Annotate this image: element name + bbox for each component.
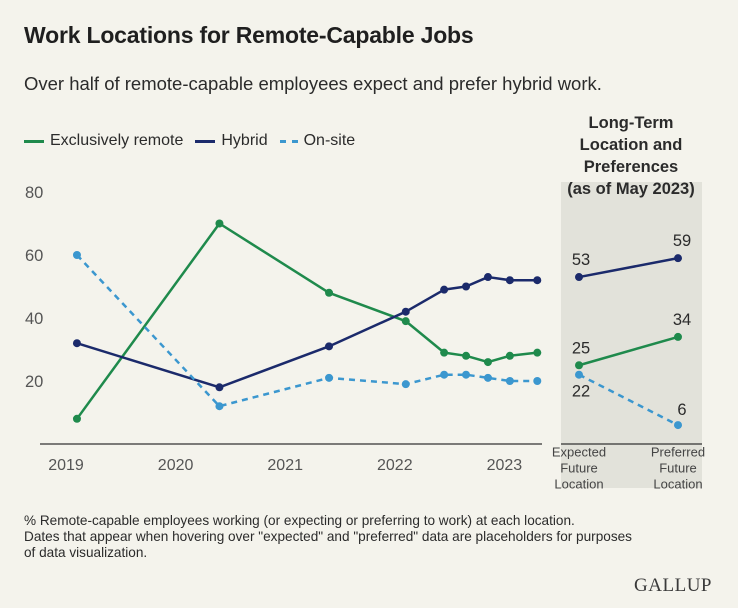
chart-title: Work Locations for Remote-Capable Jobs bbox=[24, 22, 474, 48]
chart-subtitle: Over half of remote-capable employees ex… bbox=[24, 73, 602, 94]
data-point-exclusively-remote-8 bbox=[533, 348, 542, 357]
panel-title-line-4: (as of May 2023) bbox=[567, 180, 695, 198]
y-tick-label-80: 80 bbox=[25, 184, 43, 202]
panel-category-label-0-2: Location bbox=[554, 477, 603, 492]
data-point-exclusively-remote-6 bbox=[483, 358, 492, 367]
data-point-hybrid-5 bbox=[462, 282, 471, 291]
footnote: % Remote-capable employees working (or e… bbox=[24, 513, 724, 561]
data-point-exclusively-remote-3 bbox=[401, 317, 410, 326]
data-point-on-site-2 bbox=[325, 373, 334, 382]
series-line-hybrid bbox=[76, 275, 538, 389]
panel-point-hybrid-0 bbox=[575, 273, 583, 282]
panel-category-label-1-1: Future bbox=[659, 461, 697, 476]
data-point-on-site-7 bbox=[505, 377, 514, 385]
panel-title-line-2: Location and bbox=[579, 136, 683, 154]
panel-value-label-hybrid-0: 53 bbox=[572, 251, 590, 269]
data-point-on-site-4 bbox=[440, 370, 449, 379]
panel-line-exclusively-remote bbox=[578, 335, 679, 367]
legend: Exclusively remote Hybrid On-site bbox=[24, 132, 367, 150]
panel-category-label-0-1: Future bbox=[560, 461, 598, 476]
legend-label-remote: Exclusively remote bbox=[50, 132, 184, 149]
x-tick-label-2020: 2020 bbox=[158, 457, 194, 474]
panel-title-line-3: Preferences bbox=[583, 158, 679, 176]
data-point-hybrid-7 bbox=[505, 276, 514, 285]
data-point-exclusively-remote-2 bbox=[325, 288, 334, 297]
panel-category-label-1-0: Preferred bbox=[651, 445, 705, 460]
panel-point-hybrid-1 bbox=[674, 254, 682, 263]
data-point-on-site-3 bbox=[401, 380, 410, 389]
legend-swatch-remote bbox=[24, 139, 44, 143]
data-point-hybrid-4 bbox=[440, 285, 449, 294]
data-point-on-site-5 bbox=[462, 370, 471, 379]
data-point-hybrid-0 bbox=[72, 339, 81, 348]
series-line-on-site bbox=[76, 254, 538, 408]
data-point-hybrid-1 bbox=[215, 383, 224, 392]
x-tick-label-2019: 2019 bbox=[48, 457, 84, 474]
panel-line-on-site bbox=[578, 373, 679, 427]
legend-swatch-onsite bbox=[279, 139, 298, 143]
data-point-hybrid-3 bbox=[401, 307, 410, 316]
data-point-exclusively-remote-4 bbox=[440, 348, 449, 357]
panel-point-on-site-0 bbox=[575, 370, 583, 379]
series-line-exclusively-remote bbox=[75, 222, 538, 420]
data-point-on-site-1 bbox=[215, 402, 224, 411]
data-point-hybrid-2 bbox=[325, 342, 334, 351]
data-point-on-site-8 bbox=[533, 377, 542, 385]
legend-item-onsite[interactable]: On-site bbox=[279, 132, 356, 150]
footnote-line-2: Dates that appear when hovering over "ex… bbox=[24, 529, 632, 544]
gallup-logo: GALLUP bbox=[634, 575, 712, 596]
data-point-exclusively-remote-0 bbox=[72, 414, 81, 423]
data-point-exclusively-remote-7 bbox=[505, 351, 514, 360]
panel-value-label-on-site-1: 6 bbox=[677, 401, 686, 419]
legend-label-hybrid: Hybrid bbox=[221, 132, 268, 149]
panel-point-exclusively-remote-0 bbox=[575, 361, 583, 370]
panel-value-label-exclusively-remote-1: 34 bbox=[673, 311, 691, 329]
panel-category-label-0-0: Expected bbox=[552, 445, 606, 460]
x-tick-label-2021: 2021 bbox=[267, 457, 303, 474]
panel-category-label-1-2: Location bbox=[653, 477, 702, 492]
panel-point-exclusively-remote-1 bbox=[674, 332, 682, 341]
y-tick-label-60: 60 bbox=[25, 247, 43, 265]
panel-value-label-hybrid-1: 59 bbox=[673, 232, 691, 250]
data-point-exclusively-remote-1 bbox=[215, 219, 224, 228]
panel-point-on-site-1 bbox=[674, 421, 682, 430]
legend-swatch-hybrid bbox=[195, 139, 216, 143]
panel-title-line-1: Long-Term bbox=[588, 114, 674, 132]
data-point-hybrid-6 bbox=[483, 273, 492, 282]
panel-title: Long-Term Location and Preferences (as o… bbox=[560, 112, 702, 200]
footnote-line-1: % Remote-capable employees working (or e… bbox=[24, 513, 575, 528]
legend-item-remote[interactable]: Exclusively remote bbox=[24, 132, 183, 150]
x-tick-label-2022: 2022 bbox=[377, 457, 413, 474]
legend-label-onsite: On-site bbox=[303, 132, 356, 149]
data-point-on-site-6 bbox=[483, 373, 492, 382]
data-point-on-site-0 bbox=[72, 251, 81, 259]
panel-line-hybrid bbox=[578, 256, 679, 279]
panel-value-label-exclusively-remote-0: 25 bbox=[572, 339, 590, 357]
panel-value-label-on-site-0: 22 bbox=[572, 383, 590, 401]
data-point-exclusively-remote-5 bbox=[462, 351, 471, 360]
y-tick-label-20: 20 bbox=[25, 373, 43, 391]
data-point-hybrid-8 bbox=[533, 276, 542, 285]
footnote-line-3: of data visualization. bbox=[24, 545, 148, 560]
y-tick-label-40: 40 bbox=[25, 310, 43, 328]
legend-item-hybrid[interactable]: Hybrid bbox=[195, 132, 268, 150]
x-tick-label-2023: 2023 bbox=[487, 457, 523, 474]
